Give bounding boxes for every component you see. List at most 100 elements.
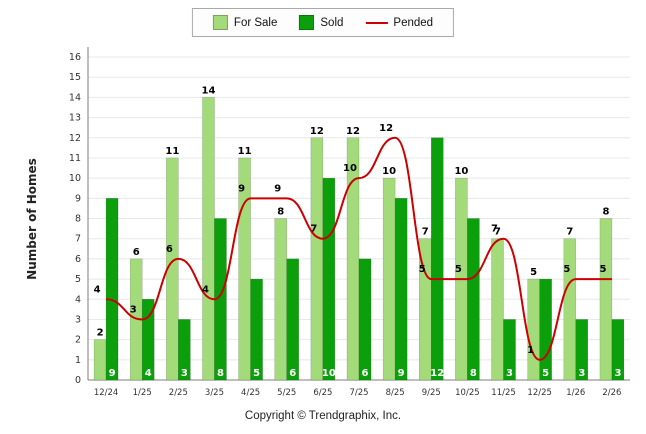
y-tick-label: 12	[69, 133, 81, 144]
line-value-label: 9	[274, 183, 281, 194]
line-value-label: 4	[202, 284, 209, 295]
bar-value-label: 12	[430, 368, 444, 379]
bar-value-label: 3	[578, 368, 585, 379]
bar-sold	[250, 278, 263, 381]
bar-value-label: 6	[289, 368, 296, 379]
legend-label: For Sale	[233, 16, 278, 29]
line-value-label: 6	[166, 244, 173, 255]
y-tick-label: 9	[75, 193, 81, 204]
bar-sold	[358, 258, 372, 381]
y-tick-label: 10	[69, 173, 81, 184]
bar-sold	[467, 218, 480, 381]
copyright: Copyright © Trendgraphix, Inc.	[244, 410, 402, 422]
y-tick-label: 13	[69, 113, 81, 124]
x-tick-label: 6/25	[313, 388, 332, 398]
line-value-label: 12	[379, 123, 393, 134]
for-sale-swatch-icon	[212, 15, 228, 30]
y-tick-label: 5	[75, 274, 81, 285]
y-tick-label: 8	[75, 214, 81, 225]
bar-value-label: 9	[109, 368, 116, 379]
y-tick-label: 14	[69, 92, 81, 103]
line-value-label: 5	[599, 264, 606, 275]
bar-sold	[322, 177, 336, 381]
line-value-label: 5	[419, 264, 426, 275]
bar-sold	[503, 319, 516, 381]
bar-for-sale	[310, 137, 324, 381]
pended-line	[105, 136, 612, 361]
line-value-label: 7	[491, 224, 498, 235]
line-value-label: 5	[455, 264, 462, 275]
x-tick-label: 12/25	[527, 388, 552, 398]
bar-sold	[611, 319, 625, 381]
y-tick-label: 7	[75, 234, 81, 245]
y-tick-label: 3	[75, 314, 81, 325]
bar-value-label: 7	[422, 227, 429, 238]
legend-label: Pended	[393, 16, 434, 29]
line-value-label: 4	[94, 284, 101, 295]
bar-value-label: 10	[322, 368, 336, 379]
bar-value-label: 8	[217, 368, 224, 379]
bar-value-label: 5	[542, 368, 549, 379]
line-value-label: 7	[310, 224, 317, 235]
bar-sold	[105, 198, 119, 381]
bar-value-label: 12	[346, 126, 360, 137]
x-tick-label: 11/25	[491, 388, 516, 398]
x-tick-label: 9/25	[422, 388, 441, 398]
bar-value-label: 3	[506, 368, 513, 379]
y-tick-label: 2	[75, 335, 81, 346]
bar-sold	[286, 258, 299, 381]
bar-value-label: 2	[97, 328, 104, 339]
bar-value-label: 9	[398, 368, 405, 379]
sold-swatch-icon	[299, 15, 315, 30]
pended-line-icon	[365, 21, 388, 24]
legend: For Sale Sold Pended	[191, 8, 455, 37]
bar-value-label: 5	[530, 267, 537, 278]
x-tick-label: 1/26	[566, 388, 585, 398]
y-tick-label: 15	[69, 72, 81, 83]
bar-for-sale	[491, 238, 504, 381]
bar-value-label: 14	[202, 85, 216, 96]
bar-for-sale	[599, 218, 613, 381]
x-tick-label: 8/25	[386, 388, 405, 398]
bar-value-label: 5	[253, 368, 260, 379]
bar-value-label: 6	[133, 247, 140, 258]
bar-value-label: 4	[145, 368, 152, 379]
line-value-label: 5	[563, 264, 570, 275]
x-tick-label: 1/25	[133, 388, 152, 398]
bar-value-label: 10	[382, 166, 396, 177]
legend-item-for-sale: For Sale	[212, 15, 278, 30]
bar-for-sale	[202, 97, 215, 381]
bar-value-label: 10	[454, 166, 468, 177]
x-tick-label: 12/24	[94, 388, 119, 398]
legend-item-pended: Pended	[365, 17, 433, 29]
bar-value-label: 3	[614, 368, 621, 379]
y-tick-label: 0	[75, 375, 81, 386]
bar-value-label: 7	[494, 227, 501, 238]
bar-for-sale	[527, 278, 540, 381]
x-tick-label: 3/25	[205, 388, 224, 398]
line-value-label: 9	[238, 183, 245, 194]
x-tick-label: 5/25	[277, 388, 296, 398]
line-value-label: 10	[343, 163, 357, 174]
x-tick-label: 10/25	[455, 388, 480, 398]
bar-value-label: 11	[238, 146, 252, 157]
y-tick-label: 6	[75, 254, 81, 265]
bar-value-label: 3	[181, 368, 188, 379]
bar-for-sale	[93, 339, 107, 381]
x-tick-label: 7/25	[349, 388, 368, 398]
bar-sold	[575, 319, 589, 381]
bar-value-label: 8	[602, 207, 609, 218]
bar-for-sale	[274, 218, 287, 381]
bar-value-label: 8	[470, 368, 477, 379]
bar-value-label: 8	[277, 207, 284, 218]
y-tick-label: 4	[75, 294, 81, 305]
bar-value-label: 6	[362, 368, 369, 379]
y-tick-label: 11	[69, 153, 81, 164]
legend-item-sold: Sold	[299, 15, 343, 30]
bar-sold	[178, 319, 191, 381]
bar-for-sale	[238, 157, 251, 381]
bar-sold	[394, 198, 408, 381]
y-tick-label: 16	[69, 52, 81, 63]
legend-label: Sold	[320, 16, 344, 29]
